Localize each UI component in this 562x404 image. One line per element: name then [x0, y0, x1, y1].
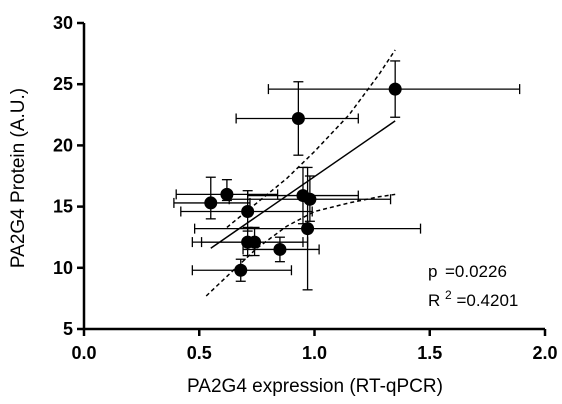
x-axis-title: PA2G4 expression (RT-qPCR): [187, 376, 443, 397]
x-tick-label-3: 1.5: [417, 343, 442, 363]
data-point-5: [248, 235, 262, 249]
y-tick-label-1: 10: [53, 258, 73, 278]
x-tick-label-4: 2.0: [532, 343, 557, 363]
y-tick-label-4: 25: [53, 74, 73, 94]
y-tick-label-3: 20: [53, 135, 73, 155]
y-axis-title: PA2G4 Protein (A.U.): [8, 88, 29, 268]
stats-annotation: p =0.0226 R 2 =0.4201: [428, 262, 518, 310]
r2-superscript: 2: [445, 288, 452, 302]
x-tick-label-1: 0.5: [187, 343, 212, 363]
data-point-2: [234, 263, 248, 277]
data-point-6: [273, 242, 287, 256]
y-tick-label-0: 5: [63, 319, 73, 339]
data-points: [204, 82, 402, 277]
data-point-7: [291, 111, 305, 125]
r2-value: =0.4201: [456, 291, 518, 310]
fit-lines: [205, 49, 396, 297]
data-point-3: [241, 204, 255, 218]
data-point-10: [303, 192, 317, 206]
svg-text:p =0.0226: p =0.0226: [428, 262, 507, 281]
error-bars: [173, 60, 521, 291]
r2-label: R: [428, 291, 440, 310]
y-tick-label-5: 30: [53, 13, 73, 33]
data-point-0: [204, 196, 218, 210]
ci-lower-band: [205, 193, 396, 297]
data-point-1: [220, 187, 234, 201]
data-point-9: [301, 222, 315, 236]
p-label: p: [428, 262, 437, 281]
svg-text:R 2 =0.4201: R 2 =0.4201: [428, 284, 518, 310]
tick-labels: 5 10 15 20 25 30 0.0 0.5 1.0 1.5 2.0: [53, 13, 558, 363]
ci-upper-band: [226, 49, 396, 228]
x-tick-label-2: 1.0: [302, 343, 327, 363]
y-tick-label-2: 15: [53, 197, 73, 217]
axes: [77, 21, 547, 336]
p-value: =0.0226: [445, 262, 507, 281]
x-tick-label-0: 0.0: [71, 343, 96, 363]
data-point-11: [388, 82, 402, 96]
